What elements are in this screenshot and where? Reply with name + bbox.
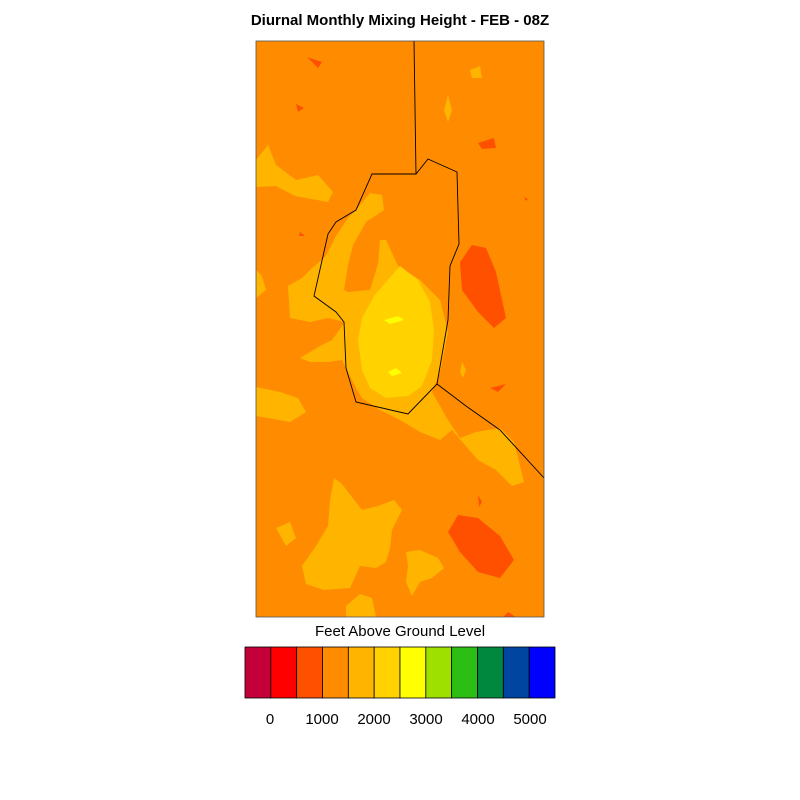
colorbar-swatch [347,646,375,699]
colorbar-tick-label: 3000 [409,711,443,728]
colorbar-swatch [477,646,504,699]
contour-3000-3500 [384,316,404,376]
colorbar-swatch [373,646,401,699]
colorbar-swatch [296,646,323,699]
map-frame [255,40,545,618]
state-border-southeast [436,383,544,479]
chart-title: Diurnal Monthly Mixing Height - FEB - 08… [250,12,550,29]
colorbar-tick-label: 5000 [513,711,547,728]
colorbar-swatch [270,646,298,699]
colorbar [244,646,556,699]
contour-1500-2000 [296,57,528,617]
colorbar-swatch [244,646,272,699]
colorbar-tick-label: 4000 [461,711,495,728]
colorbar-swatch [528,646,556,699]
colorbar-swatch [451,646,478,699]
colorbar-swatch [425,646,453,699]
colorbar-tick-label: 2000 [357,711,391,728]
colorbar-swatch [502,646,530,699]
colorbar-swatch [399,646,427,699]
colorbar-swatch [322,646,349,699]
colorbar-title: Feet Above Ground Level [314,623,486,640]
state-border-north [413,41,417,175]
colorbar-tick-label: 0 [265,711,275,728]
county-boundary [313,158,460,415]
colorbar-tick-label: 1000 [305,711,339,728]
contour-2500-3000 [358,266,434,398]
boundary-lines [313,41,544,479]
